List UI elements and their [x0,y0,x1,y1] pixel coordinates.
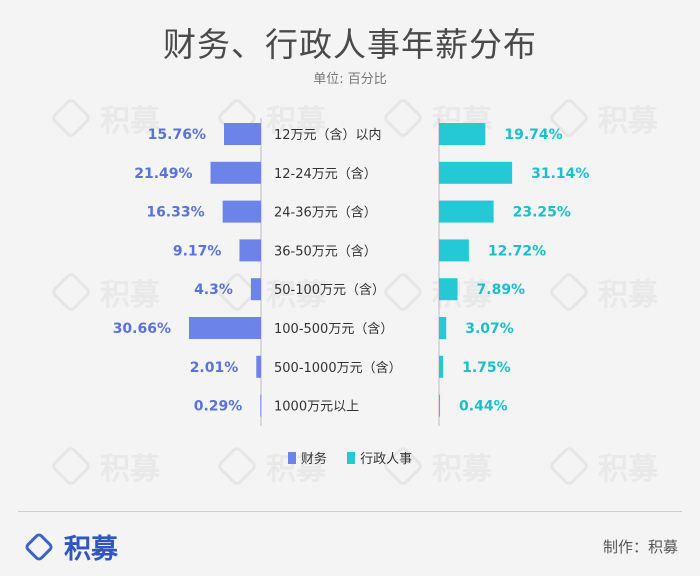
data-label-admin-hr: 19.74% [504,127,562,143]
data-label-admin-hr: 0.44% [459,399,508,415]
data-label-finance: 2.01% [190,360,239,376]
category-label: 24-36万元（含） [274,205,377,221]
data-label-admin-hr: 1.75% [462,360,511,376]
data-label-finance: 30.66% [113,321,171,337]
data-label-finance: 15.76% [148,127,206,143]
bar-finance [256,355,261,378]
category-label: 500-1000万元（含） [274,360,402,376]
chart-subtitle: 单位: 百分比 [313,72,387,87]
legend-item-finance: 财务 [287,448,327,467]
bar-finance [223,123,261,145]
data-label-admin-hr: 12.72% [488,243,546,259]
legend-item-admin-hr: 行政人事 [347,448,412,467]
legend-swatch-finance [287,451,296,464]
chart-title: 财务、行政人事年薪分布 [163,25,537,64]
data-label-admin-hr: 23.25% [513,205,571,221]
data-label-finance: 16.33% [146,205,204,221]
data-label-finance: 0.29% [194,399,243,415]
legend-label-finance: 财务 [300,452,327,467]
data-label-finance: 4.3% [194,282,233,298]
brand-logo: 积募 [22,527,118,566]
category-label: 12万元（含）以内 [274,127,382,143]
legend-swatch-admin-hr [347,451,356,464]
bar-admin-hr [439,200,494,223]
bar-admin-hr [439,317,447,339]
bar-admin-hr [439,161,513,184]
category-label: 50-100万元（含） [274,282,385,298]
bar-admin-hr [439,123,486,145]
bar-admin-hr [439,355,444,378]
data-label-finance: 21.49% [134,166,192,182]
bar-finance [250,278,261,301]
data-label-admin-hr: 7.89% [477,282,526,298]
bar-finance [222,200,261,223]
category-label: 100-500万元（含） [274,321,393,337]
footer-divider [18,511,682,512]
data-label-finance: 9.17% [173,243,222,259]
brand-logo-icon [23,530,55,563]
bar-admin-hr [439,394,441,417]
bar-finance [189,317,261,339]
category-label: 36-50万元（含） [274,243,377,259]
data-label-admin-hr: 3.07% [465,321,514,337]
legend: 财务 行政人事 [0,448,700,468]
bar-finance [210,161,261,184]
credit-text: 制作：积募 [602,538,678,556]
bar-finance [239,239,261,262]
bar-admin-hr [439,239,469,262]
legend-label-admin-hr: 行政人事 [360,452,413,467]
category-label: 1000万元以上 [274,400,359,415]
brand-name: 积募 [64,534,118,565]
bar-finance [260,394,262,417]
bar-admin-hr [439,278,458,301]
data-label-admin-hr: 31.14% [531,166,589,182]
category-label: 12-24万元（含） [274,166,377,182]
